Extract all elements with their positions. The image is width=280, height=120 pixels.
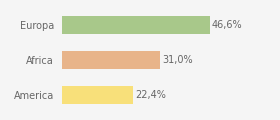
Bar <box>62 16 210 34</box>
Bar <box>62 51 160 69</box>
Text: 46,6%: 46,6% <box>212 20 242 30</box>
Text: 31,0%: 31,0% <box>162 55 193 65</box>
Text: 22,4%: 22,4% <box>135 90 166 100</box>
Bar <box>62 86 133 104</box>
